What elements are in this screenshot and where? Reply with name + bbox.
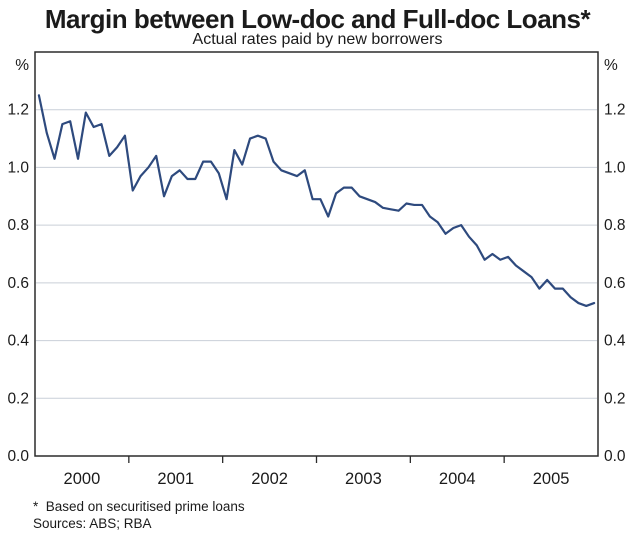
x-year-label: 2000	[64, 470, 101, 488]
y-axis-label-right: 0.6	[604, 275, 626, 292]
chart-title: Margin between Low-doc and Full-doc Loan…	[44, 4, 591, 34]
y-axis-unit-left: %	[15, 57, 29, 74]
margin-data-line	[37, 94, 596, 308]
x-year-label: 2002	[251, 470, 288, 488]
y-axis-label-right: 0.8	[604, 217, 626, 234]
y-axis-label-left: 0.2	[7, 390, 29, 407]
y-axis-label-left: 0.0	[7, 448, 29, 465]
chart-subtitle: Actual rates paid by new borrowers	[192, 31, 443, 48]
x-year-label: 2001	[157, 470, 194, 488]
y-axis-label-left: 0.4	[7, 333, 29, 350]
y-axis-label-left: 0.6	[7, 275, 29, 292]
x-year-label: 2004	[439, 470, 476, 488]
y-axis-unit-right: %	[604, 57, 618, 74]
x-year-label: 2003	[345, 470, 382, 488]
x-year-label: 2005	[533, 470, 570, 488]
chart-footnote: * Based on securitised prime loans	[33, 499, 245, 514]
y-axis-label-left: 1.0	[7, 159, 29, 176]
chart-sources: Sources: ABS; RBA	[33, 516, 152, 531]
y-axis-label-right: 0.4	[604, 333, 626, 350]
y-axis-label-left: 0.8	[7, 217, 29, 234]
y-axis-label-right: 1.2	[604, 102, 626, 119]
y-axis-label-right: 0.2	[604, 390, 626, 407]
y-axis-label-right: 1.0	[604, 159, 626, 176]
y-axis-label-left: 1.2	[7, 102, 29, 119]
plot-border	[34, 51, 599, 457]
y-axis-label-right: 0.0	[604, 448, 626, 465]
